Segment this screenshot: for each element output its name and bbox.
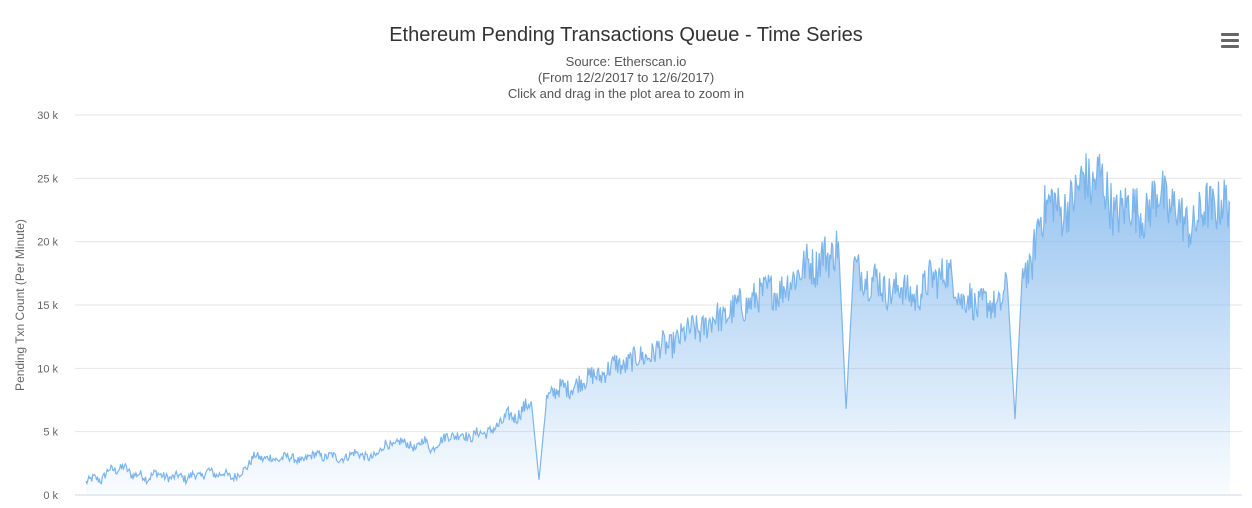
series-area (86, 153, 1230, 495)
y-tick-label: 30 k (37, 110, 58, 122)
chart-title: Ethereum Pending Transactions Queue - Ti… (389, 24, 863, 46)
y-tick-label: 20 k (37, 237, 58, 249)
menu-bar-middle (1221, 39, 1239, 42)
chart-subtitle-range: (From 12/2/2017 to 12/6/2017) (537, 70, 715, 85)
y-axis-label: Pending Txn Count (Per Minute) (13, 219, 27, 391)
menu-bar-bottom (1221, 45, 1239, 48)
y-tick-label: 0 k (43, 490, 58, 502)
y-tick-label: 25 k (37, 173, 58, 185)
y-tick-label: 5 k (43, 427, 58, 439)
y-tick-label: 15 k (37, 300, 58, 312)
menu-bar-top (1221, 33, 1239, 36)
chart-subtitle-source: Source: Etherscan.io (565, 54, 687, 69)
y-axis-ticks: 0 k 5 k 10 k 15 k 20 k 25 k 30 k (37, 110, 58, 502)
y-tick-label: 10 k (37, 363, 58, 375)
series-line (85, 153, 1231, 486)
hamburger-menu-icon[interactable] (1218, 30, 1242, 52)
chart-subtitle-hint: Click and drag in the plot area to zoom … (507, 86, 745, 101)
